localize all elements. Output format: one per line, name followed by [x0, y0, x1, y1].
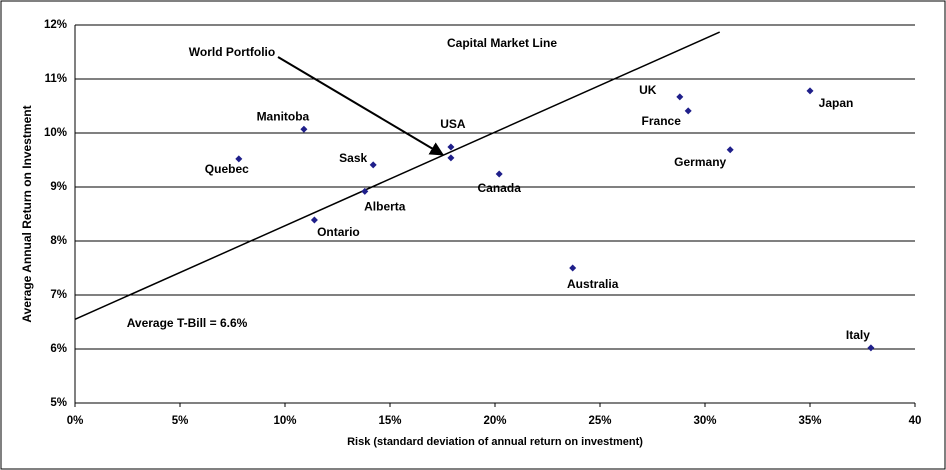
y-tick-label: 12%: [44, 19, 67, 31]
y-tick-label: 5%: [50, 397, 67, 409]
x-tick-label: 30%: [693, 415, 716, 427]
point: [310, 216, 318, 224]
point-label: Ontario: [317, 225, 360, 239]
line-label: Capital Market Line: [447, 36, 557, 50]
x-axis-title: Risk (standard deviation of annual retur…: [347, 436, 643, 448]
point: [726, 146, 734, 154]
point: [369, 161, 377, 169]
point: [361, 187, 369, 195]
point: [569, 264, 577, 272]
point-label: Australia: [567, 277, 619, 291]
x-tick-label: 10%: [273, 415, 296, 427]
x-tick-label: 20%: [483, 415, 506, 427]
point-label: USA: [440, 117, 466, 131]
y-tick-label: 8%: [50, 235, 67, 247]
point-label: UK: [639, 83, 657, 97]
point-label: Canada: [478, 181, 522, 195]
x-tick-label: 15%: [378, 415, 401, 427]
t-bill-label: Average T-Bill = 6.6%: [127, 316, 248, 330]
capital-market-line: [74, 31, 721, 320]
point: [676, 93, 684, 101]
point-label: Italy: [846, 328, 870, 342]
point: [495, 170, 503, 178]
point: [867, 344, 875, 352]
point-label: Quebec: [205, 162, 249, 176]
arrow: [277, 56, 445, 156]
y-axis-title: Average Annual Return on Investment: [20, 105, 34, 322]
point: [300, 125, 308, 133]
point-label: France: [642, 114, 682, 128]
x-tick-label: 5%: [172, 415, 189, 427]
world-portfolio-label: World Portfolio: [189, 45, 275, 59]
y-tick-label: 9%: [50, 181, 67, 193]
point: [235, 155, 243, 163]
x-tick-label: 35%: [798, 415, 821, 427]
x-tick-label: 25%: [588, 415, 611, 427]
point-label: Germany: [674, 155, 726, 169]
point: [806, 87, 814, 95]
point: [447, 143, 455, 151]
point-label: Manitoba: [257, 109, 310, 123]
y-tick-label: 7%: [50, 289, 67, 301]
point-label: Sask: [339, 151, 367, 165]
y-tick-label: 11%: [45, 73, 67, 85]
point: [684, 107, 692, 115]
point: [447, 154, 455, 162]
y-tick-label: 6%: [50, 343, 67, 355]
y-tick-label: 10%: [44, 127, 67, 139]
x-tick-label: 40: [909, 415, 922, 427]
point-label: Japan: [819, 96, 854, 110]
point-label: Alberta: [364, 199, 406, 213]
x-tick-label: 0%: [67, 415, 84, 427]
